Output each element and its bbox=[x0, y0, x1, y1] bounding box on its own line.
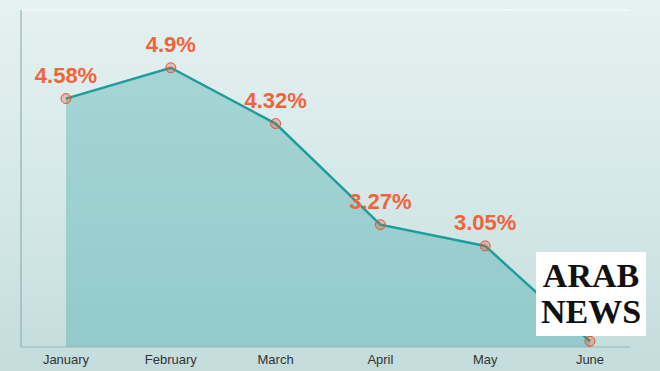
svg-text:May: May bbox=[473, 352, 498, 367]
svg-text:March: March bbox=[258, 352, 294, 367]
svg-text:January: January bbox=[43, 352, 90, 367]
svg-text:3.27%: 3.27% bbox=[349, 189, 411, 214]
html-text:NEWS: NEWS bbox=[540, 293, 642, 330]
svg-text:April: April bbox=[367, 352, 393, 367]
svg-text:3.05%: 3.05% bbox=[454, 210, 516, 235]
svg-text:4.58%: 4.58% bbox=[35, 63, 97, 88]
svg-text:June: June bbox=[576, 352, 604, 367]
svg-text:February: February bbox=[145, 352, 198, 367]
html-text:ARAB: ARAB bbox=[542, 257, 640, 294]
svg-text:4.9%: 4.9% bbox=[146, 32, 196, 57]
svg-text:4.32%: 4.32% bbox=[244, 88, 306, 113]
